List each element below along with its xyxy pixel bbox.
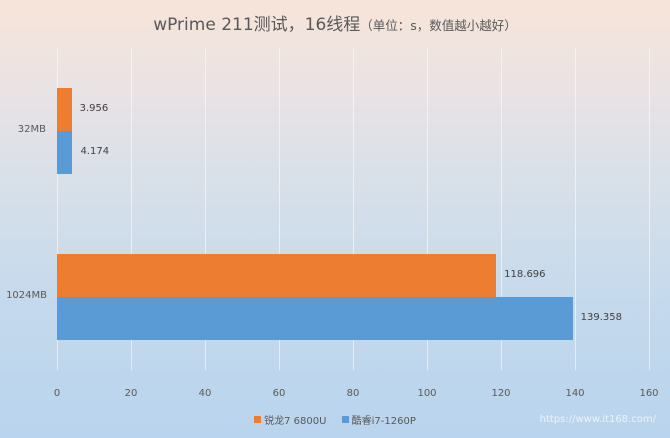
- legend-swatch-blue-icon: [341, 416, 349, 423]
- gridline: [279, 48, 280, 370]
- x-tick-label: 160: [639, 388, 659, 399]
- gridline: [205, 48, 206, 370]
- bar-1024MB-series2: [57, 297, 573, 340]
- gridline: [649, 48, 650, 370]
- x-tick-label: 60: [272, 388, 286, 399]
- bar-1024MB-series1: [57, 254, 497, 297]
- category-label: 32MB: [17, 124, 46, 135]
- bar-32MB-series1: [57, 88, 72, 131]
- legend-item-series1: 锐龙7 6800U: [254, 412, 326, 427]
- legend: 锐龙7 6800U 酷睿i7-1260P: [0, 412, 670, 427]
- x-tick-label: 140: [565, 388, 585, 399]
- watermark: https://www.it168.com/: [539, 414, 656, 425]
- x-tick-label: 120: [491, 388, 511, 399]
- gridline: [427, 48, 428, 370]
- category-label: 1024MB: [6, 290, 47, 301]
- x-tick-label: 0: [53, 388, 61, 399]
- legend-label: 酷睿i7-1260P: [351, 416, 416, 427]
- x-tick-label: 40: [198, 388, 212, 399]
- data-label: 139.358: [580, 311, 622, 323]
- x-tick-label: 100: [417, 388, 437, 399]
- legend-item-series2: 酷睿i7-1260P: [341, 412, 416, 427]
- legend-label: 锐龙7 6800U: [264, 416, 327, 427]
- x-tick-label: 20: [124, 388, 138, 399]
- bar-32MB-series2: [57, 131, 73, 174]
- gridline: [57, 48, 58, 370]
- gridline: [501, 48, 502, 370]
- data-label: 3.956: [79, 102, 109, 114]
- plot-area: 3.956 4.174 118.696 139.358: [57, 48, 650, 370]
- legend-swatch-orange-icon: [254, 416, 262, 423]
- data-label: 118.696: [504, 268, 546, 280]
- data-label: 4.174: [80, 145, 110, 157]
- gridline: [131, 48, 132, 370]
- chart-title-main: wPrime 211测试，16线程: [153, 15, 361, 35]
- gridline: [353, 48, 354, 370]
- gridline: [575, 48, 576, 370]
- chart-title-sub: （单位：s，数值越小越好）: [360, 18, 517, 33]
- x-tick-label: 80: [346, 388, 360, 399]
- chart-title: wPrime 211测试，16线程（单位：s，数值越小越好）: [0, 10, 670, 35]
